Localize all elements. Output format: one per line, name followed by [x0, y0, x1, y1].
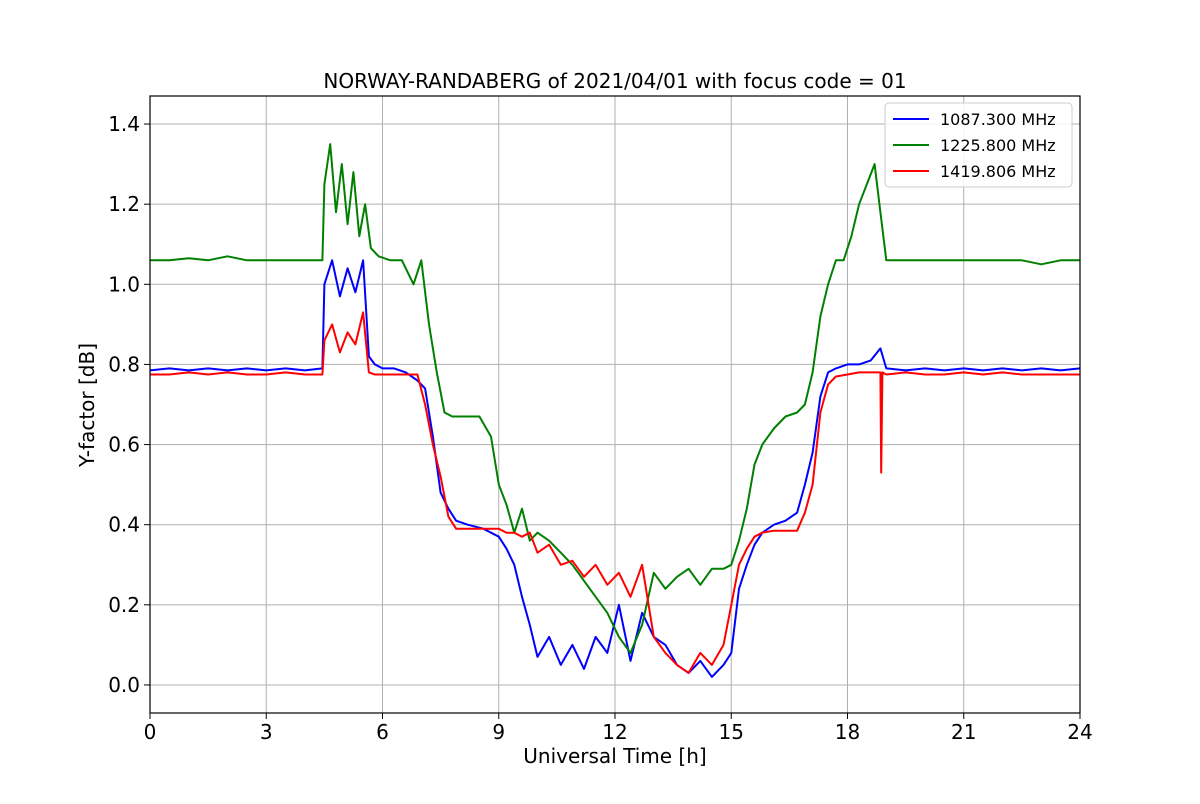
y-tick-label: 0.4: [108, 513, 140, 537]
legend: 1087.300 MHz 1225.800 MHz 1419.806 MHz: [884, 102, 1073, 188]
series-line-2: [150, 143, 1080, 654]
chart-title: NORWAY-RANDABERG of 2021/04/01 with focu…: [323, 69, 906, 93]
grid-layer: [149, 96, 1081, 713]
y-tick-label: 1.0: [108, 272, 140, 296]
x-tick-label: 18: [835, 720, 860, 744]
y-tick-label: 0.8: [108, 352, 140, 376]
x-tick-label: 0: [144, 720, 157, 744]
x-tick-label: 15: [719, 720, 744, 744]
y-tick-label: 1.4: [108, 112, 140, 136]
series-layer: [149, 143, 1081, 678]
legend-entries: 1087.300 MHz 1225.800 MHz 1419.806 MHz: [893, 110, 1056, 181]
y-tick-label: 1.2: [108, 192, 140, 216]
x-tick-label: 21: [951, 720, 976, 744]
series-line-1: [149, 259, 1081, 678]
x-tick-label: 3: [260, 720, 273, 744]
x-tick-label: 6: [376, 720, 389, 744]
x-tick-label: 9: [492, 720, 505, 744]
y-tick-label: 0.6: [108, 433, 140, 457]
tick-layer: 0 3 6 9 12 15 18 21 24 0.0 0.2 0.4 0.6 0.8 1.0 1.2 1.4: [108, 112, 1093, 744]
x-axis-label: Universal Time [h]: [523, 744, 706, 768]
legend-label: 1087.300 MHz: [940, 110, 1056, 129]
x-tick-label: 24: [1067, 720, 1092, 744]
y-tick-label: 0.0: [108, 673, 140, 697]
y-axis-label: Y-factor [dB]: [75, 343, 99, 468]
legend-label: 1225.800 MHz: [940, 136, 1056, 155]
legend-label: 1419.806 MHz: [940, 162, 1056, 181]
legend-box: [884, 102, 1073, 188]
x-tick-label: 12: [602, 720, 627, 744]
y-tick-label: 0.2: [108, 593, 140, 617]
series-line-3: [150, 311, 1080, 674]
